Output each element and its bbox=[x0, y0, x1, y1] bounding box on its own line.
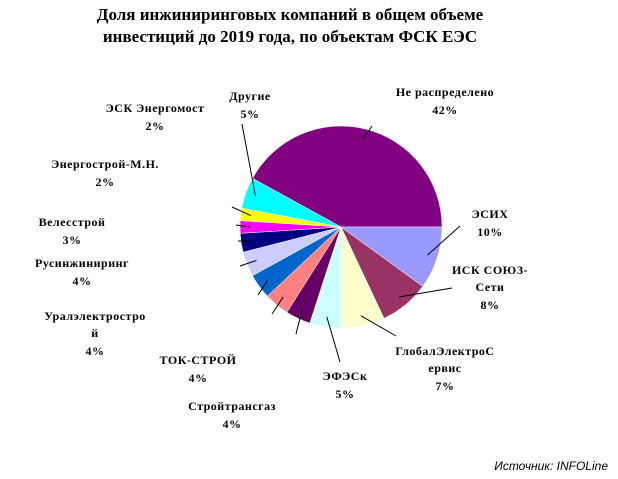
leader-line bbox=[360, 315, 397, 337]
value-label: 4% bbox=[72, 274, 92, 288]
value-label: 7% bbox=[435, 379, 455, 393]
chart-title: Доля инжиниринговых компаний в общем объ… bbox=[96, 5, 484, 46]
slice-label: Другие bbox=[229, 89, 271, 103]
leader-line bbox=[241, 123, 256, 197]
value-label: 10% bbox=[477, 225, 503, 239]
value-label: 5% bbox=[335, 387, 355, 401]
leader-line bbox=[235, 224, 251, 228]
leader-line bbox=[239, 259, 257, 267]
slice-label: Уралэлектростро й bbox=[44, 309, 146, 340]
value-label: 5% bbox=[240, 107, 260, 121]
value-label: 4% bbox=[222, 417, 242, 431]
value-label: 4% bbox=[85, 344, 105, 358]
leader-line bbox=[295, 309, 303, 335]
source-note: Источник: INFOLine bbox=[494, 459, 608, 473]
value-label: 4% bbox=[188, 371, 208, 385]
slice-label: Энергострой-М.Н. bbox=[51, 157, 159, 171]
slice-label: ИСК СОЮЗ- Сети bbox=[451, 263, 529, 294]
slice-label: ГлобалЭлектроС ервис bbox=[395, 344, 495, 375]
value-label: 3% bbox=[62, 233, 82, 247]
value-label: 2% bbox=[145, 119, 165, 133]
leader-line bbox=[363, 125, 373, 140]
slice-label: ЭФЭСк bbox=[322, 369, 368, 383]
pie-slice bbox=[252, 125, 443, 228]
slice-label: Велесстрой bbox=[38, 215, 106, 229]
slice-label: ЭСИХ bbox=[471, 207, 509, 221]
slice-label: Не распределено bbox=[395, 85, 495, 99]
leader-line bbox=[398, 287, 453, 298]
leader-line bbox=[231, 206, 252, 217]
slice-label: ТОК-СТРОЙ bbox=[159, 353, 237, 367]
value-label: 2% bbox=[95, 175, 115, 189]
slice-label: Русинжиниринг bbox=[34, 256, 130, 270]
leader-line bbox=[257, 280, 268, 296]
slice-label: ЭСК Энергомост bbox=[105, 101, 205, 115]
leader-line bbox=[271, 296, 284, 315]
value-label: 42% bbox=[432, 103, 458, 117]
value-label: 8% bbox=[480, 298, 500, 312]
leader-line bbox=[427, 225, 461, 256]
leader-line bbox=[326, 316, 341, 363]
slice-label: Стройтрансгаз bbox=[188, 399, 276, 413]
